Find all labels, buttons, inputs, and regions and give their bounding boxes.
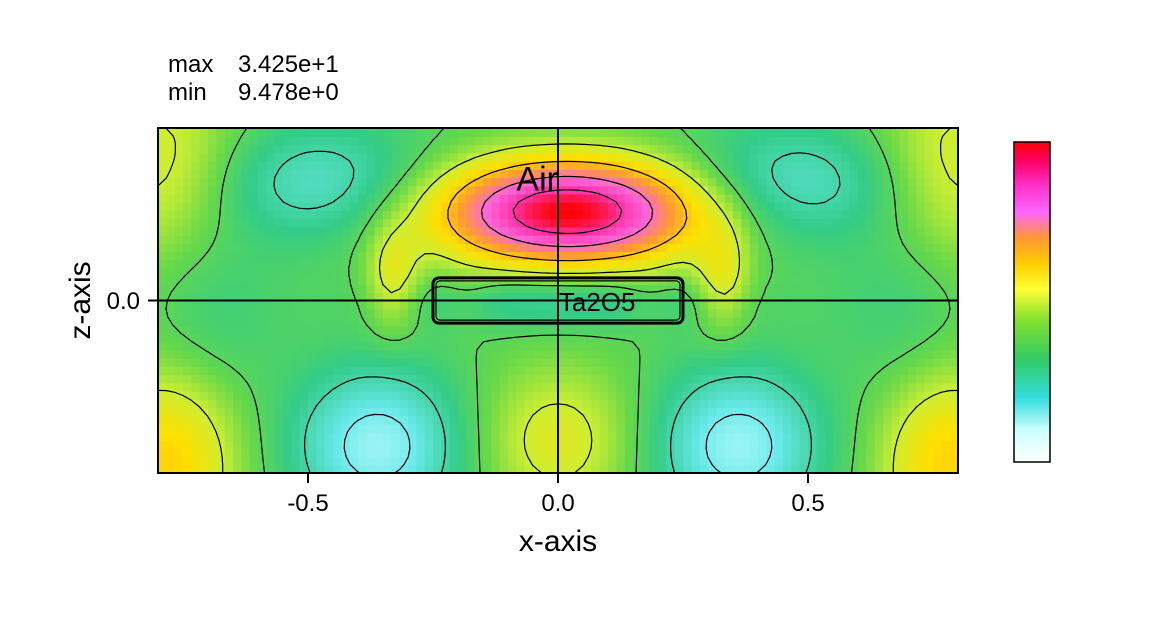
xtick-label: 0.0 [541,490,574,517]
figure-svg: -0.5 0.0 0.5 0.0 x-axis z-axis max 3.425e+1 min 9… [0,0,1150,613]
xtick-label: -0.5 [287,490,328,517]
figure-stage: -0.5 0.0 0.5 0.0 x-axis z-axis max 3.425e+1 min 9… [0,0,1150,613]
stats-max-value: 3.425e+1 [238,51,339,78]
colorbar [1014,142,1050,462]
region-label-ta2o5: Ta2O5 [559,287,636,317]
xtick-label: 0.5 [791,490,824,517]
stats-min-label: min [168,79,207,106]
ytick-label: 0.0 [107,288,140,315]
stats-max-label: max [168,51,213,78]
x-axis-label: x-axis [519,525,597,558]
y-axis-label: z-axis [64,261,97,339]
stats-min-value: 9.478e+0 [238,79,339,106]
region-label-air: Air [516,160,558,198]
